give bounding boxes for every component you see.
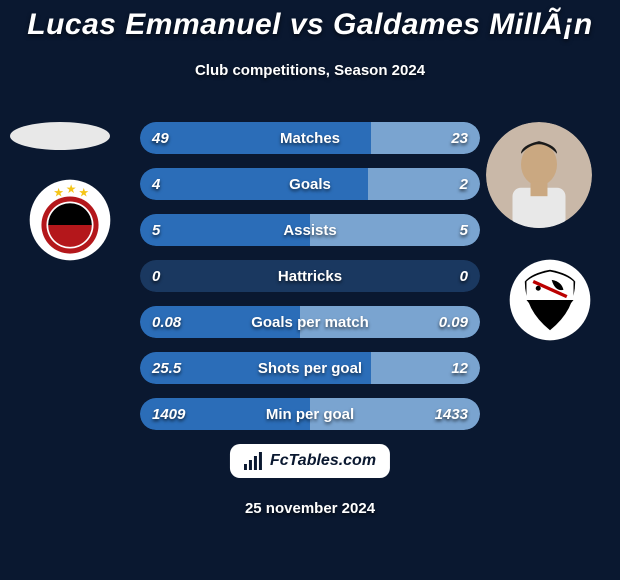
stat-row: 55Assists	[140, 214, 480, 246]
footer-date: 25 november 2024	[0, 500, 620, 517]
stat-label: Goals	[140, 168, 480, 200]
stat-label: Matches	[140, 122, 480, 154]
stat-row: 0.080.09Goals per match	[140, 306, 480, 338]
stat-row: 14091433Min per goal	[140, 398, 480, 430]
stat-row: 00Hattricks	[140, 260, 480, 292]
stat-label: Goals per match	[140, 306, 480, 338]
source-badge-text: FcTables.com	[270, 452, 376, 470]
team-left-badge-svg: ★ ★ ★ A.C.G	[28, 178, 112, 262]
svg-text:A.C.G: A.C.G	[61, 217, 80, 224]
svg-text:★: ★	[78, 186, 89, 199]
team-right-badge-svg	[508, 258, 592, 342]
player-right-photo-svg	[486, 122, 592, 228]
svg-text:★: ★	[53, 186, 64, 199]
player-left-photo-placeholder	[10, 122, 110, 150]
team-left-badge: ★ ★ ★ A.C.G	[28, 178, 112, 262]
stat-row: 4923Matches	[140, 122, 480, 154]
page-title: Lucas Emmanuel vs Galdames MillÃ¡n	[0, 8, 620, 42]
stat-label: Hattricks	[140, 260, 480, 292]
stat-row: 42Goals	[140, 168, 480, 200]
player-right-photo	[486, 122, 592, 228]
svg-text:★: ★	[66, 183, 77, 196]
stat-label: Shots per goal	[140, 352, 480, 384]
page-subtitle: Club competitions, Season 2024	[0, 62, 620, 79]
stat-label: Min per goal	[140, 398, 480, 430]
team-right-badge	[508, 258, 592, 342]
comparison-chart: 4923Matches 42Goals 55Assists 00Hattricks 0.…	[140, 122, 480, 444]
source-badge: FcTables.com	[230, 444, 390, 478]
stat-label: Assists	[140, 214, 480, 246]
chart-icon	[244, 452, 264, 470]
stat-row: 25.512Shots per goal	[140, 352, 480, 384]
